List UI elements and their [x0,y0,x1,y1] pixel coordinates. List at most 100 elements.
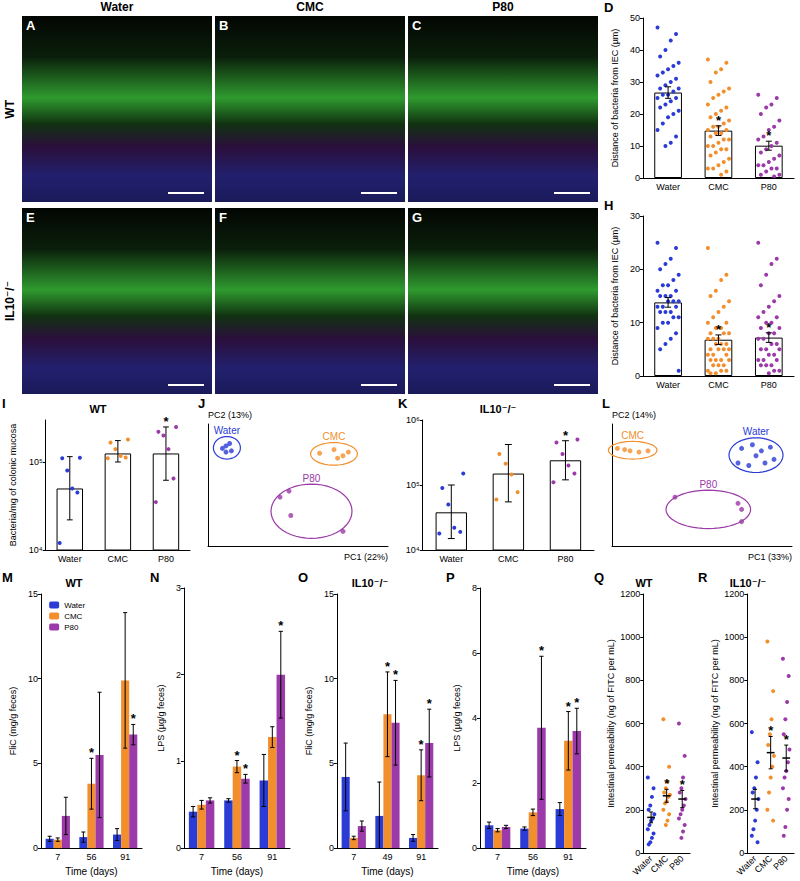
svg-text:800: 800 [625,675,640,685]
svg-text:K: K [398,396,408,411]
svg-text:7: 7 [351,852,356,862]
svg-text:WT: WT [89,403,106,415]
svg-text:P80: P80 [761,380,777,390]
svg-text:20: 20 [630,264,640,274]
svg-text:*: * [574,695,580,710]
svg-text:0: 0 [472,843,477,853]
svg-text:91: 91 [416,852,426,862]
svg-text:CMC: CMC [108,554,129,564]
svg-text:2: 2 [176,670,181,680]
svg-text:10: 10 [324,674,334,684]
svg-text:Intestinal permeability (ng of: Intestinal permeability (ng of FITC per … [606,639,616,808]
svg-text:30: 30 [630,77,640,87]
svg-text:*: * [427,696,433,711]
svg-text:20: 20 [630,109,640,119]
svg-text:200: 200 [625,805,640,815]
svg-text:56: 56 [232,852,242,862]
svg-text:PC2 (13%): PC2 (13%) [208,410,252,420]
svg-text:10⁵: 10⁵ [29,457,43,467]
svg-text:7: 7 [495,852,500,862]
svg-text:5: 5 [329,758,334,768]
svg-text:30: 30 [630,211,640,221]
svg-text:Water: Water [656,380,680,390]
svg-text:*: * [163,414,169,429]
svg-text:Intestinal permeability (ng of: Intestinal permeability (ng of FITC per … [710,639,720,808]
svg-text:P80: P80 [158,554,174,564]
svg-text:Bacteria/mg of colonic mucosa: Bacteria/mg of colonic mucosa [8,424,18,547]
svg-text:P80: P80 [761,182,777,192]
svg-text:0: 0 [635,848,640,858]
svg-text:*: * [393,667,399,682]
svg-text:*: * [566,699,572,714]
svg-text:91: 91 [563,852,573,862]
svg-text:*: * [563,428,569,443]
svg-text:D: D [604,0,613,15]
svg-text:LPS (µg/g feces): LPS (µg/g feces) [452,684,462,751]
svg-text:M: M [2,570,13,585]
svg-text:0: 0 [33,843,38,853]
svg-text:10⁴: 10⁴ [29,545,43,555]
svg-text:7: 7 [55,852,60,862]
svg-text:0: 0 [635,371,640,381]
svg-text:10: 10 [630,318,640,328]
svg-text:*: * [716,113,722,128]
svg-text:CMC: CMC [323,431,346,442]
svg-text:*: * [243,761,249,776]
svg-text:1000: 1000 [724,632,744,642]
svg-text:FliC (mg/g feces): FliC (mg/g feces) [304,687,314,756]
svg-text:*: * [784,732,790,747]
svg-text:*: * [680,777,686,792]
svg-text:0: 0 [635,173,640,183]
svg-text:Water: Water [743,426,770,437]
svg-text:P80: P80 [303,473,321,484]
svg-text:1200: 1200 [724,589,744,599]
svg-text:CMC: CMC [621,430,644,441]
svg-text:Water: Water [656,182,680,192]
svg-text:Time (days): Time (days) [65,866,117,877]
svg-text:*: * [766,320,772,335]
svg-text:IL10⁻/⁻: IL10⁻/⁻ [352,577,389,589]
svg-text:CMC: CMC [498,554,519,564]
svg-text:Time (days): Time (days) [361,866,413,877]
svg-text:Distance of bacteria from IEC: Distance of bacteria from IEC (µm) [610,29,620,168]
svg-text:R: R [698,570,708,585]
svg-text:Water: Water [439,554,463,564]
svg-text:56: 56 [528,852,538,862]
svg-text:Water: Water [58,554,82,564]
svg-text:5: 5 [33,758,38,768]
svg-text:*: * [539,643,545,658]
svg-text:LPS (µg/g feces): LPS (µg/g feces) [156,684,166,751]
svg-text:H: H [604,198,613,213]
svg-text:P80: P80 [771,853,789,871]
svg-text:Water: Water [214,425,241,436]
svg-text:4: 4 [472,713,477,723]
svg-text:IL10⁻/⁻: IL10⁻/⁻ [480,403,517,415]
svg-text:10: 10 [28,674,38,684]
svg-text:WT: WT [635,577,652,589]
svg-text:1200: 1200 [620,589,640,599]
svg-text:200: 200 [729,805,744,815]
svg-text:40: 40 [630,45,640,55]
svg-text:Time (days): Time (days) [211,866,263,877]
svg-text:2: 2 [472,778,477,788]
svg-text:Water: Water [64,601,85,610]
svg-text:7: 7 [199,852,204,862]
svg-text:Q: Q [594,570,604,585]
svg-text:PC1 (22%): PC1 (22%) [344,552,388,562]
svg-text:91: 91 [267,852,277,862]
svg-text:0: 0 [329,843,334,853]
svg-text:400: 400 [729,762,744,772]
svg-text:0: 0 [176,843,181,853]
svg-text:N: N [150,570,159,585]
svg-text:CMC: CMC [64,612,82,621]
svg-text:400: 400 [625,762,640,772]
svg-text:*: * [131,711,137,726]
svg-text:49: 49 [382,852,392,862]
svg-text:WT: WT [65,577,82,589]
svg-text:J: J [198,396,205,411]
svg-text:O: O [298,570,308,585]
svg-text:CMC: CMC [708,182,729,192]
svg-text:*: * [664,776,670,791]
svg-text:600: 600 [729,719,744,729]
svg-text:IL10⁻/⁻: IL10⁻/⁻ [730,577,767,589]
